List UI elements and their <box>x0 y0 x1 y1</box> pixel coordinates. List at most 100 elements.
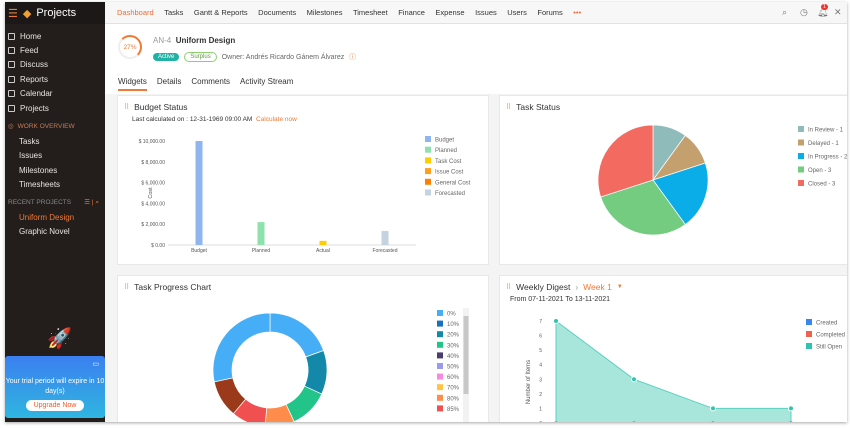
legend-label: Completed <box>816 333 845 339</box>
nav-dashboard[interactable]: Dashboard <box>117 8 154 17</box>
work-item-tasks[interactable]: Tasks <box>19 137 40 147</box>
status-badge[interactable]: Active <box>153 53 180 61</box>
legend-label: 85% <box>447 407 460 413</box>
work-item-milestones[interactable]: Milestones <box>19 165 58 175</box>
tab-activity-stream[interactable]: Activity Stream <box>240 77 294 86</box>
y-tick-label: $ 0.00 <box>151 243 165 249</box>
bar-planned <box>257 222 265 245</box>
legend-swatch <box>437 405 443 412</box>
app-window: ☰ ◆ Projects Home Feed Discuss Reports Calenda… <box>5 2 847 422</box>
bell-icon[interactable]: 🔔︎ 1 <box>817 4 829 17</box>
sidebar-item-discuss[interactable]: Discuss <box>5 58 105 72</box>
tab-comments[interactable]: Comments <box>191 77 231 86</box>
work-overview-header[interactable]: ◎ WORK OVERVIEW <box>5 118 105 134</box>
y-tick-label: 6 <box>539 334 542 340</box>
recent-project[interactable]: Uniform Design <box>19 212 75 222</box>
legend-swatch <box>425 189 431 196</box>
scrollbar-thumb[interactable] <box>463 316 469 394</box>
legend-label: Closed - 3 <box>808 182 836 188</box>
drag-handle-icon[interactable]: ⠿ <box>506 104 512 111</box>
sidebar-item-label: Projects <box>20 103 49 113</box>
tools-icon[interactable]: ✕ <box>834 7 842 17</box>
sidebar-item-calendar[interactable]: Calendar <box>5 87 105 101</box>
feed-icon <box>8 47 15 55</box>
widget-title: Task Progress Chart <box>134 282 212 292</box>
last-calculated: Last calculated on : 12-31-1969 09:00 AM <box>132 116 253 123</box>
sidebar-item-label: Feed <box>20 46 39 56</box>
search-icon[interactable]: ⌕ <box>782 7 788 17</box>
point-still-open <box>553 318 559 324</box>
widget-title: Weekly Digest <box>516 282 571 292</box>
trial-text: Your trial period will expire in 10 day(… <box>5 378 105 395</box>
nav-finance[interactable]: Finance <box>398 8 425 17</box>
bar-budget <box>195 141 203 245</box>
legend-label: 30% <box>447 343 460 349</box>
sidebar-item-label: Discuss <box>20 60 49 70</box>
logo-icon: ◆ <box>22 7 32 20</box>
info-icon[interactable]: ⓘ <box>349 54 357 61</box>
trial-banner: 🚀 ▭ Your trial period will expire in 10 … <box>5 329 105 418</box>
work-overview-label: WORK OVERVIEW <box>17 122 75 130</box>
sidebar-item-reports[interactable]: Reports <box>5 72 105 86</box>
widget-title: Budget Status <box>134 102 188 112</box>
nav-issues[interactable]: Issues <box>475 8 497 17</box>
search-icon[interactable]: ⌕ <box>95 199 99 207</box>
sidebar-item-home[interactable]: Home <box>5 29 105 43</box>
nav-timesheet[interactable]: Timesheet <box>352 8 388 17</box>
legend-label: Planned <box>435 148 457 154</box>
legend-swatch <box>798 180 804 186</box>
legend-swatch <box>437 373 443 380</box>
legend-swatch <box>437 363 443 369</box>
legend-label: Task Cost <box>435 159 462 165</box>
filter-icon[interactable]: ☰ <box>84 199 91 207</box>
recent-project[interactable]: Graphic Novel <box>19 226 70 236</box>
sidebar-item-projects[interactable]: Projects <box>5 101 105 115</box>
legend-label: Forecasted <box>435 191 465 197</box>
legend-swatch <box>806 331 812 337</box>
calendar-icon <box>8 90 15 98</box>
caret-down-icon[interactable]: ▼ <box>616 284 623 290</box>
work-item-issues[interactable]: Issues <box>19 151 43 161</box>
tabs: Widgets Details Comments Activity Stream <box>118 77 293 91</box>
minimize-icon[interactable]: ▭ <box>92 361 99 368</box>
legend-swatch <box>425 136 431 142</box>
legend-label: 60% <box>447 375 460 381</box>
task-progress-widget: ⠿ Task Progress Chart 0% 10% 20% 30% 40% 50% 60… <box>117 275 489 422</box>
overview-icon: ◎ <box>8 123 14 131</box>
upgrade-button[interactable]: Upgrade Now <box>25 400 85 411</box>
menu-icon[interactable]: ☰ <box>8 7 18 20</box>
y-tick-label: 1 <box>539 406 542 412</box>
drag-handle-icon[interactable]: ⠿ <box>124 104 130 111</box>
pie-slice <box>600 179 686 236</box>
sidebar-item-feed[interactable]: Feed <box>5 43 105 57</box>
legend-swatch <box>798 166 804 173</box>
recent-projects-header: RECENT PROJECTS ☰ | ⌕ <box>8 199 99 207</box>
timer-icon[interactable]: ◷ <box>800 7 808 17</box>
donut-slice <box>212 312 271 383</box>
point-still-open <box>788 405 794 412</box>
drag-handle-icon[interactable]: ⠿ <box>124 284 130 291</box>
nav-more[interactable]: ••• <box>573 8 582 17</box>
legend-label: Budget <box>435 138 454 144</box>
nav-users[interactable]: Users <box>507 8 527 17</box>
legend-label: 50% <box>447 365 460 371</box>
week-dropdown[interactable]: Week 1 <box>583 282 612 292</box>
nav-forums[interactable]: Forums <box>537 8 563 17</box>
nav-documents[interactable]: Documents <box>258 8 297 17</box>
work-item-timesheets[interactable]: Timesheets <box>19 180 61 190</box>
drag-handle-icon[interactable]: ⠿ <box>506 284 512 291</box>
tab-widgets[interactable]: Widgets <box>118 77 147 91</box>
nav-tasks[interactable]: Tasks <box>164 8 184 17</box>
nav-gantt-reports[interactable]: Gantt & Reports <box>193 8 248 17</box>
widget-title: Task Status <box>516 102 561 112</box>
y-axis-label: Cost <box>148 187 154 199</box>
nav-milestones[interactable]: Milestones <box>306 8 343 17</box>
notification-badge: 1 <box>821 4 828 10</box>
projects-icon <box>8 104 15 112</box>
y-axis-label: Number of Items <box>526 360 532 404</box>
calculate-now-link[interactable]: Calculate now <box>255 116 297 123</box>
weekly-digest-widget: ⠿ Weekly Digest › Week 1 ▼ From 07-11-2021 T… <box>499 275 847 422</box>
legend-swatch <box>798 153 804 159</box>
nav-expense[interactable]: Expense <box>435 8 465 17</box>
tab-details[interactable]: Details <box>156 77 182 86</box>
